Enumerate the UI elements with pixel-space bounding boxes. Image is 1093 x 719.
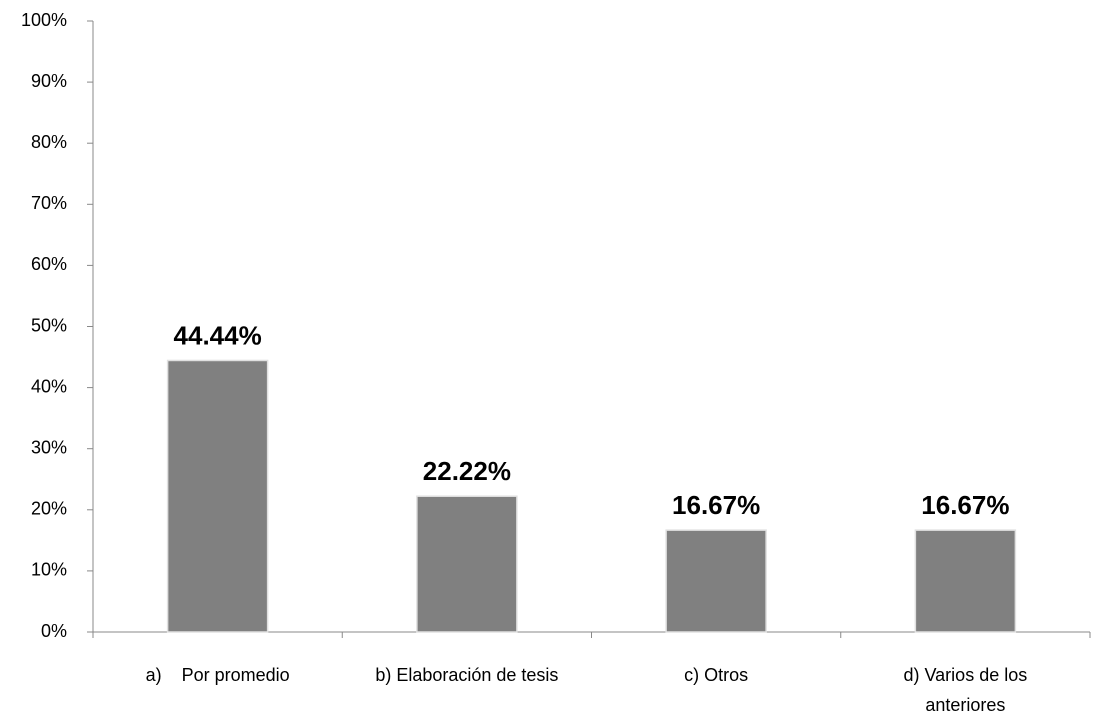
bar	[166, 359, 269, 633]
y-tick-label: 40%	[31, 376, 67, 396]
value-label: 16.67%	[672, 490, 760, 520]
value-label: 22.22%	[423, 456, 511, 486]
x-tick-label: a) Por promedio	[145, 665, 290, 685]
y-tick-label: 50%	[31, 315, 67, 335]
y-tick-label: 90%	[31, 71, 67, 91]
y-tick-label: 30%	[31, 437, 67, 457]
value-label: 16.67%	[921, 490, 1009, 520]
y-tick-label: 80%	[31, 132, 67, 152]
y-tick-label: 100%	[21, 10, 67, 30]
x-tick-label: b) Elaboración de tesis	[375, 665, 559, 685]
value-label: 44.44%	[174, 320, 262, 350]
y-tick-label: 70%	[31, 193, 67, 213]
bar	[665, 529, 767, 633]
bar	[416, 495, 518, 633]
y-tick-label: 0%	[41, 621, 67, 641]
bar	[914, 529, 1017, 633]
x-tick-label: c) Otros	[684, 665, 749, 685]
x-tick-label: d) Varios de los anteriores	[903, 665, 1033, 715]
y-tick-label: 60%	[31, 254, 67, 274]
y-tick-label: 10%	[31, 560, 67, 580]
y-tick-label: 20%	[31, 499, 67, 519]
